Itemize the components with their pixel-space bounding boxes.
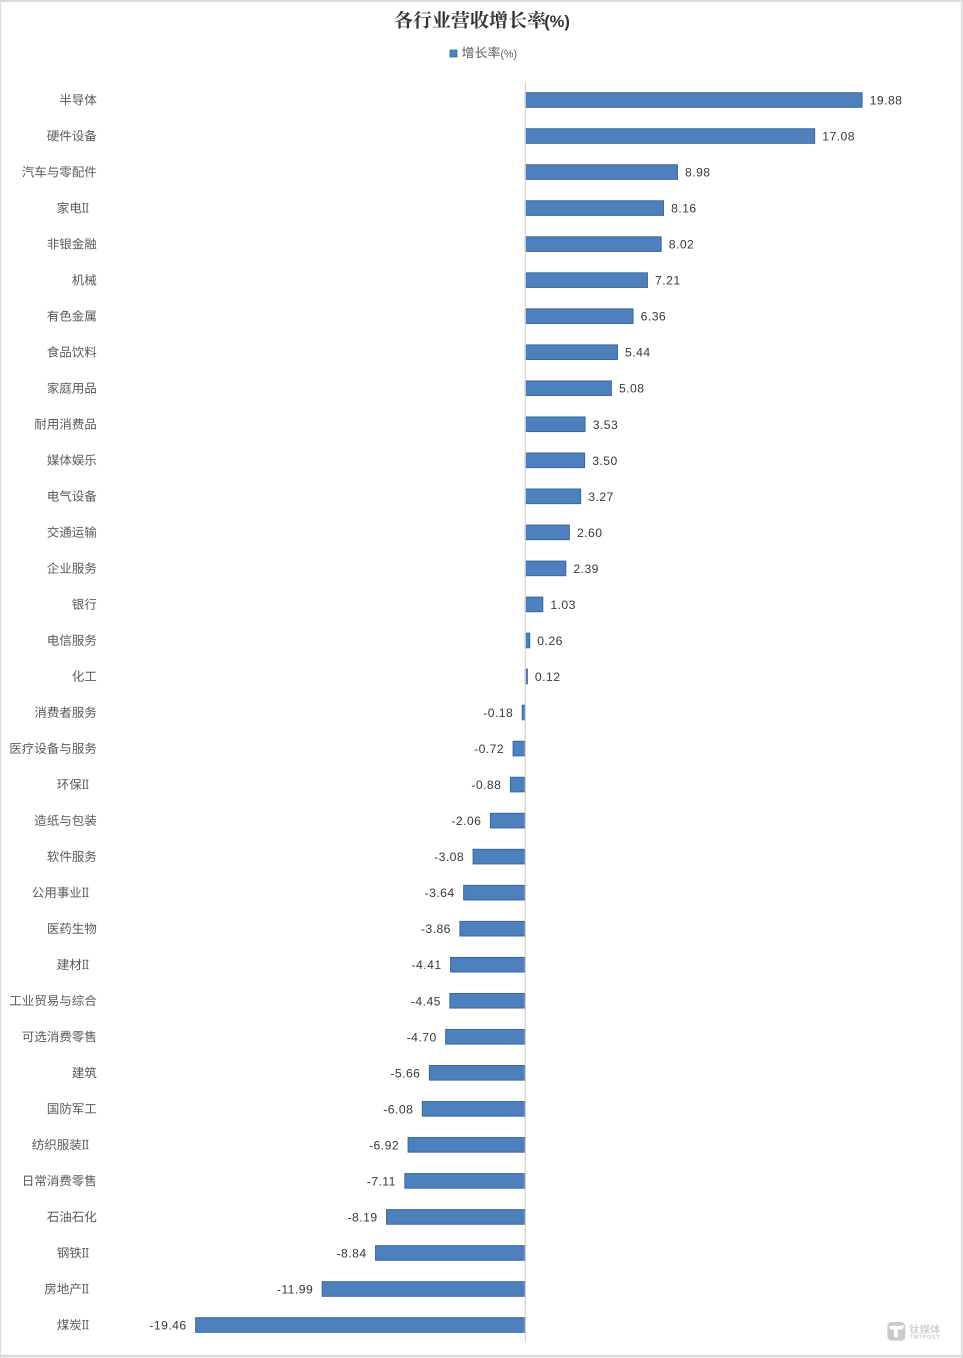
svg-text:(%): (%) xyxy=(501,48,517,60)
svg-text:-11.99: -11.99 xyxy=(277,1282,313,1296)
svg-text:3.27: 3.27 xyxy=(588,490,614,504)
svg-text:-4.70: -4.70 xyxy=(407,1030,437,1044)
svg-text:-0.88: -0.88 xyxy=(471,778,501,792)
svg-text:-0.18: -0.18 xyxy=(483,706,513,720)
svg-text:-6.92: -6.92 xyxy=(369,1138,399,1152)
svg-text:6.36: 6.36 xyxy=(641,310,667,324)
svg-text:-3.64: -3.64 xyxy=(425,886,455,900)
svg-text:8.02: 8.02 xyxy=(669,238,695,252)
svg-text:3.50: 3.50 xyxy=(592,454,618,468)
svg-text:8.16: 8.16 xyxy=(671,202,697,216)
svg-text:7.21: 7.21 xyxy=(655,274,681,288)
svg-text:0.26: 0.26 xyxy=(537,634,563,648)
svg-text:-8.19: -8.19 xyxy=(348,1210,378,1224)
svg-text:-7.11: -7.11 xyxy=(367,1174,396,1188)
svg-text:-4.45: -4.45 xyxy=(411,994,441,1008)
svg-text:(%): (%) xyxy=(544,13,570,31)
svg-text:-3.86: -3.86 xyxy=(421,922,451,936)
svg-text:-8.84: -8.84 xyxy=(337,1246,367,1260)
svg-text:2.39: 2.39 xyxy=(573,562,599,576)
svg-text:-0.72: -0.72 xyxy=(474,742,504,756)
svg-text:8.98: 8.98 xyxy=(685,166,711,180)
svg-text:17.08: 17.08 xyxy=(822,130,855,144)
svg-text:5.08: 5.08 xyxy=(619,382,645,396)
svg-text:-2.06: -2.06 xyxy=(451,814,481,828)
svg-text:-5.66: -5.66 xyxy=(390,1066,420,1080)
svg-text:-19.46: -19.46 xyxy=(149,1319,186,1333)
svg-text:-6.08: -6.08 xyxy=(383,1102,413,1116)
svg-text:2.60: 2.60 xyxy=(577,526,603,540)
svg-text:-3.08: -3.08 xyxy=(434,850,464,864)
svg-text:1.03: 1.03 xyxy=(550,598,576,612)
svg-text:5.44: 5.44 xyxy=(625,346,651,360)
svg-text:19.88: 19.88 xyxy=(870,94,903,108)
svg-text:0.12: 0.12 xyxy=(535,670,561,684)
svg-text:3.53: 3.53 xyxy=(593,418,619,432)
svg-text:-4.41: -4.41 xyxy=(412,958,442,972)
